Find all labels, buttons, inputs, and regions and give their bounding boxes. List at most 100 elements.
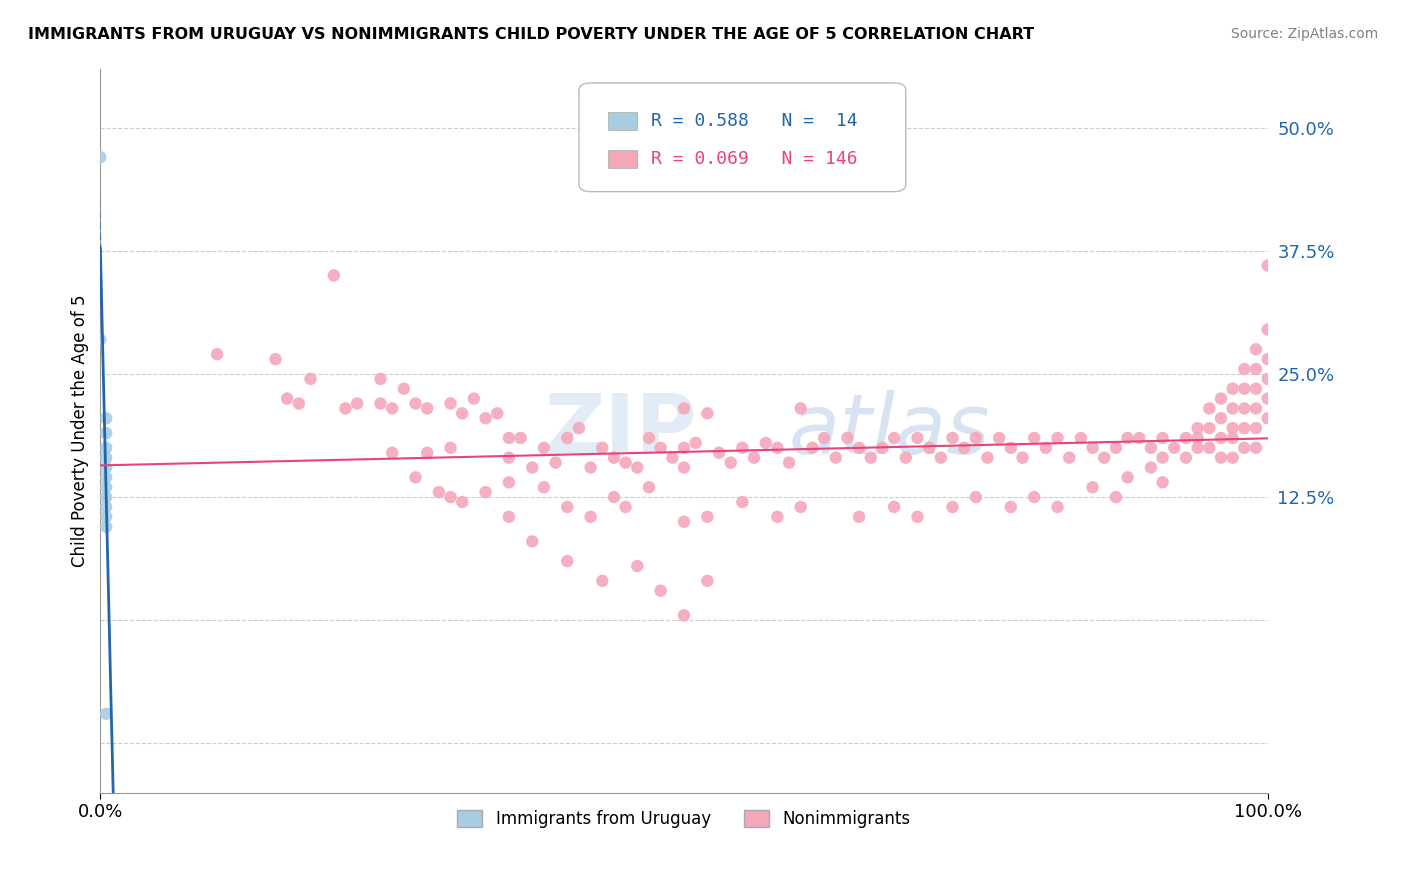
Point <box>1116 431 1139 445</box>
Point <box>1187 431 1209 445</box>
Point <box>533 441 555 455</box>
Point <box>427 485 450 500</box>
Point <box>1222 450 1244 465</box>
Point <box>579 460 602 475</box>
Point <box>650 583 672 598</box>
Point <box>498 475 520 490</box>
Point <box>1233 382 1256 396</box>
Point <box>976 450 998 465</box>
Point <box>1105 490 1128 504</box>
Point <box>96 441 118 455</box>
Point <box>1198 441 1220 455</box>
Point <box>96 450 118 465</box>
Text: ZIP: ZIP <box>544 390 696 471</box>
Point <box>474 485 496 500</box>
Point <box>322 268 344 283</box>
Point <box>96 411 118 425</box>
Point <box>498 431 520 445</box>
Point <box>1222 382 1244 396</box>
Point <box>381 446 404 460</box>
Point <box>1257 323 1279 337</box>
Point <box>1024 490 1046 504</box>
Point <box>498 509 520 524</box>
Point <box>96 425 118 440</box>
Point <box>555 431 578 445</box>
Point <box>1222 421 1244 435</box>
Point <box>1046 500 1069 514</box>
Point <box>1244 421 1267 435</box>
Point <box>731 441 754 455</box>
Point <box>96 519 118 533</box>
Point <box>1024 431 1046 445</box>
Point <box>1187 441 1209 455</box>
Point <box>579 509 602 524</box>
Point <box>288 396 311 410</box>
Point <box>1257 411 1279 425</box>
Point <box>603 450 626 465</box>
Point <box>474 411 496 425</box>
Point <box>929 450 952 465</box>
Point <box>1257 372 1279 386</box>
Point <box>1209 450 1232 465</box>
Point <box>1128 431 1150 445</box>
Point <box>790 401 813 416</box>
Point <box>848 509 870 524</box>
Point <box>544 456 567 470</box>
Point <box>1198 401 1220 416</box>
Point <box>894 450 917 465</box>
Point <box>1000 441 1022 455</box>
Point <box>335 401 357 416</box>
Point <box>370 372 392 386</box>
Text: IMMIGRANTS FROM URUGUAY VS NONIMMIGRANTS CHILD POVERTY UNDER THE AGE OF 5 CORREL: IMMIGRANTS FROM URUGUAY VS NONIMMIGRANTS… <box>28 27 1035 42</box>
Text: Source: ZipAtlas.com: Source: ZipAtlas.com <box>1230 27 1378 41</box>
Point <box>416 401 439 416</box>
Point <box>672 460 695 475</box>
Point <box>790 500 813 514</box>
Point <box>1222 431 1244 445</box>
Point <box>96 470 118 484</box>
Point <box>766 509 789 524</box>
Point <box>965 490 987 504</box>
Point <box>813 431 835 445</box>
Point <box>416 446 439 460</box>
Point <box>439 396 461 410</box>
Point <box>1198 421 1220 435</box>
Point <box>1174 450 1197 465</box>
Point <box>801 441 824 455</box>
Point <box>941 431 963 445</box>
Point <box>96 480 118 494</box>
Point <box>603 490 626 504</box>
Point <box>522 534 544 549</box>
Point <box>1209 392 1232 406</box>
Point <box>1174 431 1197 445</box>
Point <box>451 495 474 509</box>
Legend: Immigrants from Uruguay, Nonimmigrants: Immigrants from Uruguay, Nonimmigrants <box>451 804 917 835</box>
Point <box>1244 441 1267 455</box>
Point <box>778 456 800 470</box>
Point <box>96 490 118 504</box>
Point <box>463 392 485 406</box>
Text: R = 0.588   N =  14: R = 0.588 N = 14 <box>651 112 858 129</box>
Point <box>1233 401 1256 416</box>
Point <box>941 500 963 514</box>
Point <box>1046 431 1069 445</box>
Point <box>1092 450 1115 465</box>
Point <box>555 554 578 568</box>
Point <box>509 431 531 445</box>
Point <box>264 352 287 367</box>
Point <box>696 574 718 588</box>
Point <box>824 450 846 465</box>
Point <box>837 431 859 445</box>
Point <box>591 441 613 455</box>
Point <box>96 460 118 475</box>
Point <box>1233 441 1256 455</box>
Point <box>1140 441 1163 455</box>
Point <box>381 401 404 416</box>
Point <box>650 441 672 455</box>
Point <box>1152 431 1174 445</box>
Point <box>1257 352 1279 367</box>
Point <box>89 333 111 347</box>
Point <box>451 406 474 420</box>
Point <box>1152 450 1174 465</box>
Point <box>1257 392 1279 406</box>
